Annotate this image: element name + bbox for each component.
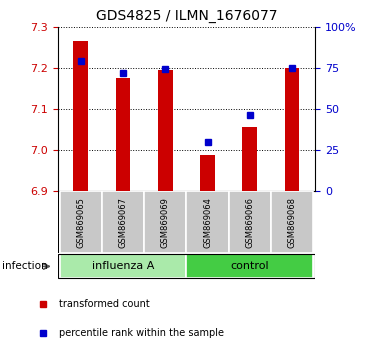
Bar	[144, 191, 186, 253]
Text: influenza A: influenza A	[92, 261, 154, 272]
Text: infection: infection	[2, 261, 47, 272]
Text: GSM869068: GSM869068	[288, 196, 296, 248]
Text: percentile rank within the sample: percentile rank within the sample	[59, 328, 224, 338]
Bar	[60, 191, 102, 253]
Bar	[187, 255, 313, 278]
Bar	[271, 191, 313, 253]
Bar	[158, 70, 173, 191]
Text: GSM869066: GSM869066	[245, 196, 255, 248]
Title: GDS4825 / ILMN_1676077: GDS4825 / ILMN_1676077	[96, 9, 277, 23]
Bar	[285, 68, 299, 191]
Text: GSM869069: GSM869069	[161, 197, 170, 247]
Bar	[200, 155, 215, 191]
Text: GSM869064: GSM869064	[203, 197, 212, 247]
Text: GSM869067: GSM869067	[118, 196, 128, 248]
Text: transformed count: transformed count	[59, 299, 150, 309]
Text: GSM869065: GSM869065	[76, 197, 85, 247]
Bar	[116, 78, 131, 191]
Bar	[73, 41, 88, 191]
Bar	[60, 255, 187, 278]
Bar	[102, 191, 144, 253]
Bar	[187, 191, 229, 253]
Text: control: control	[230, 261, 269, 272]
Bar	[229, 191, 271, 253]
Bar	[242, 127, 257, 191]
